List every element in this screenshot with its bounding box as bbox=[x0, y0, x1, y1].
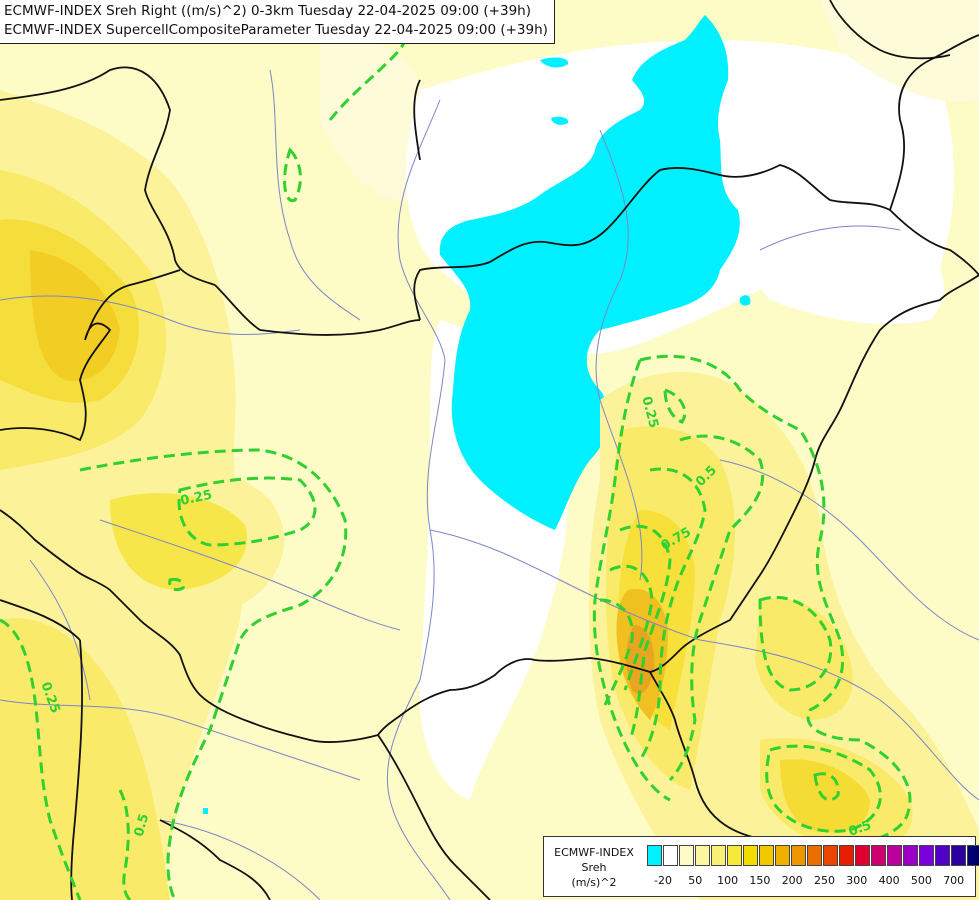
sreh-field-cyan-blob2 bbox=[551, 116, 569, 125]
legend-swatch bbox=[743, 845, 758, 866]
legend-swatch bbox=[663, 845, 678, 866]
sreh-field-white-ne bbox=[820, 0, 979, 102]
sreh-field-white-east bbox=[751, 216, 944, 324]
legend-ticks: -20 50 100 150 200 250 300 400 500 700 bbox=[647, 874, 975, 890]
legend-tick-label: 700 bbox=[943, 874, 965, 887]
contour-label-6: 0.5 bbox=[132, 812, 152, 838]
legend-swatch bbox=[647, 845, 662, 866]
legend-swatch bbox=[727, 845, 742, 866]
legend-swatches bbox=[647, 845, 979, 866]
legend-title-line3: (m/s)^2 bbox=[571, 876, 617, 889]
legend-tick-label: -20 bbox=[654, 874, 672, 887]
legend-swatch bbox=[855, 845, 870, 866]
legend-swatch bbox=[839, 845, 854, 866]
legend-title-line2: Sreh bbox=[581, 861, 607, 874]
color-legend: ECMWF-INDEX Sreh (m/s)^2 -20 50 100 150 200 2… bbox=[543, 836, 979, 897]
rivers bbox=[0, 69, 979, 900]
legend-tick-label: 100 bbox=[717, 874, 739, 887]
legend-swatch bbox=[695, 845, 710, 866]
map-title-line2: ECMWF-INDEX SupercellCompositeParameter … bbox=[4, 22, 548, 38]
sreh-field-cyan-negative bbox=[439, 15, 740, 530]
map-title-box: ECMWF-INDEX Sreh Right ((m/s)^2) 0-3km T… bbox=[0, 0, 555, 44]
legend-tick-label: 400 bbox=[878, 874, 900, 887]
legend-swatch bbox=[951, 845, 966, 866]
legend-title: ECMWF-INDEX Sreh (m/s)^2 bbox=[544, 845, 644, 890]
legend-title-line1: ECMWF-INDEX bbox=[554, 846, 634, 859]
legend-swatch bbox=[903, 845, 918, 866]
legend-tick-label: 500 bbox=[910, 874, 932, 887]
legend-swatch bbox=[967, 845, 979, 866]
map-title-line1: ECMWF-INDEX Sreh Right ((m/s)^2) 0-3km T… bbox=[4, 3, 531, 19]
legend-swatch bbox=[679, 845, 694, 866]
legend-swatch bbox=[871, 845, 886, 866]
legend-tick-label: 50 bbox=[688, 874, 703, 887]
legend-swatch bbox=[807, 845, 822, 866]
scp-contours bbox=[0, 24, 912, 900]
legend-swatch bbox=[823, 845, 838, 866]
legend-swatch bbox=[775, 845, 790, 866]
sreh-field-mid-west-2 bbox=[110, 493, 247, 590]
legend-tick-label: 150 bbox=[749, 874, 771, 887]
contour-label-1: 0.25 bbox=[179, 488, 213, 509]
sreh-field-se bbox=[755, 598, 853, 720]
cyan-speck bbox=[203, 808, 208, 814]
legend-swatch bbox=[935, 845, 950, 866]
legend-swatch bbox=[759, 845, 774, 866]
legend-tick-label: 300 bbox=[846, 874, 868, 887]
legend-swatch bbox=[919, 845, 934, 866]
legend-swatch bbox=[887, 845, 902, 866]
sreh-field-se-3 bbox=[780, 759, 870, 833]
sreh-field-cyan-blob1 bbox=[540, 57, 569, 68]
legend-tick-label: 200 bbox=[781, 874, 803, 887]
legend-swatch bbox=[791, 845, 806, 866]
contour-label-7: 0.5 bbox=[847, 818, 874, 840]
legend-swatch bbox=[711, 845, 726, 866]
sreh-field-cyan-blob3 bbox=[739, 295, 751, 306]
legend-tick-label: 250 bbox=[814, 874, 835, 887]
